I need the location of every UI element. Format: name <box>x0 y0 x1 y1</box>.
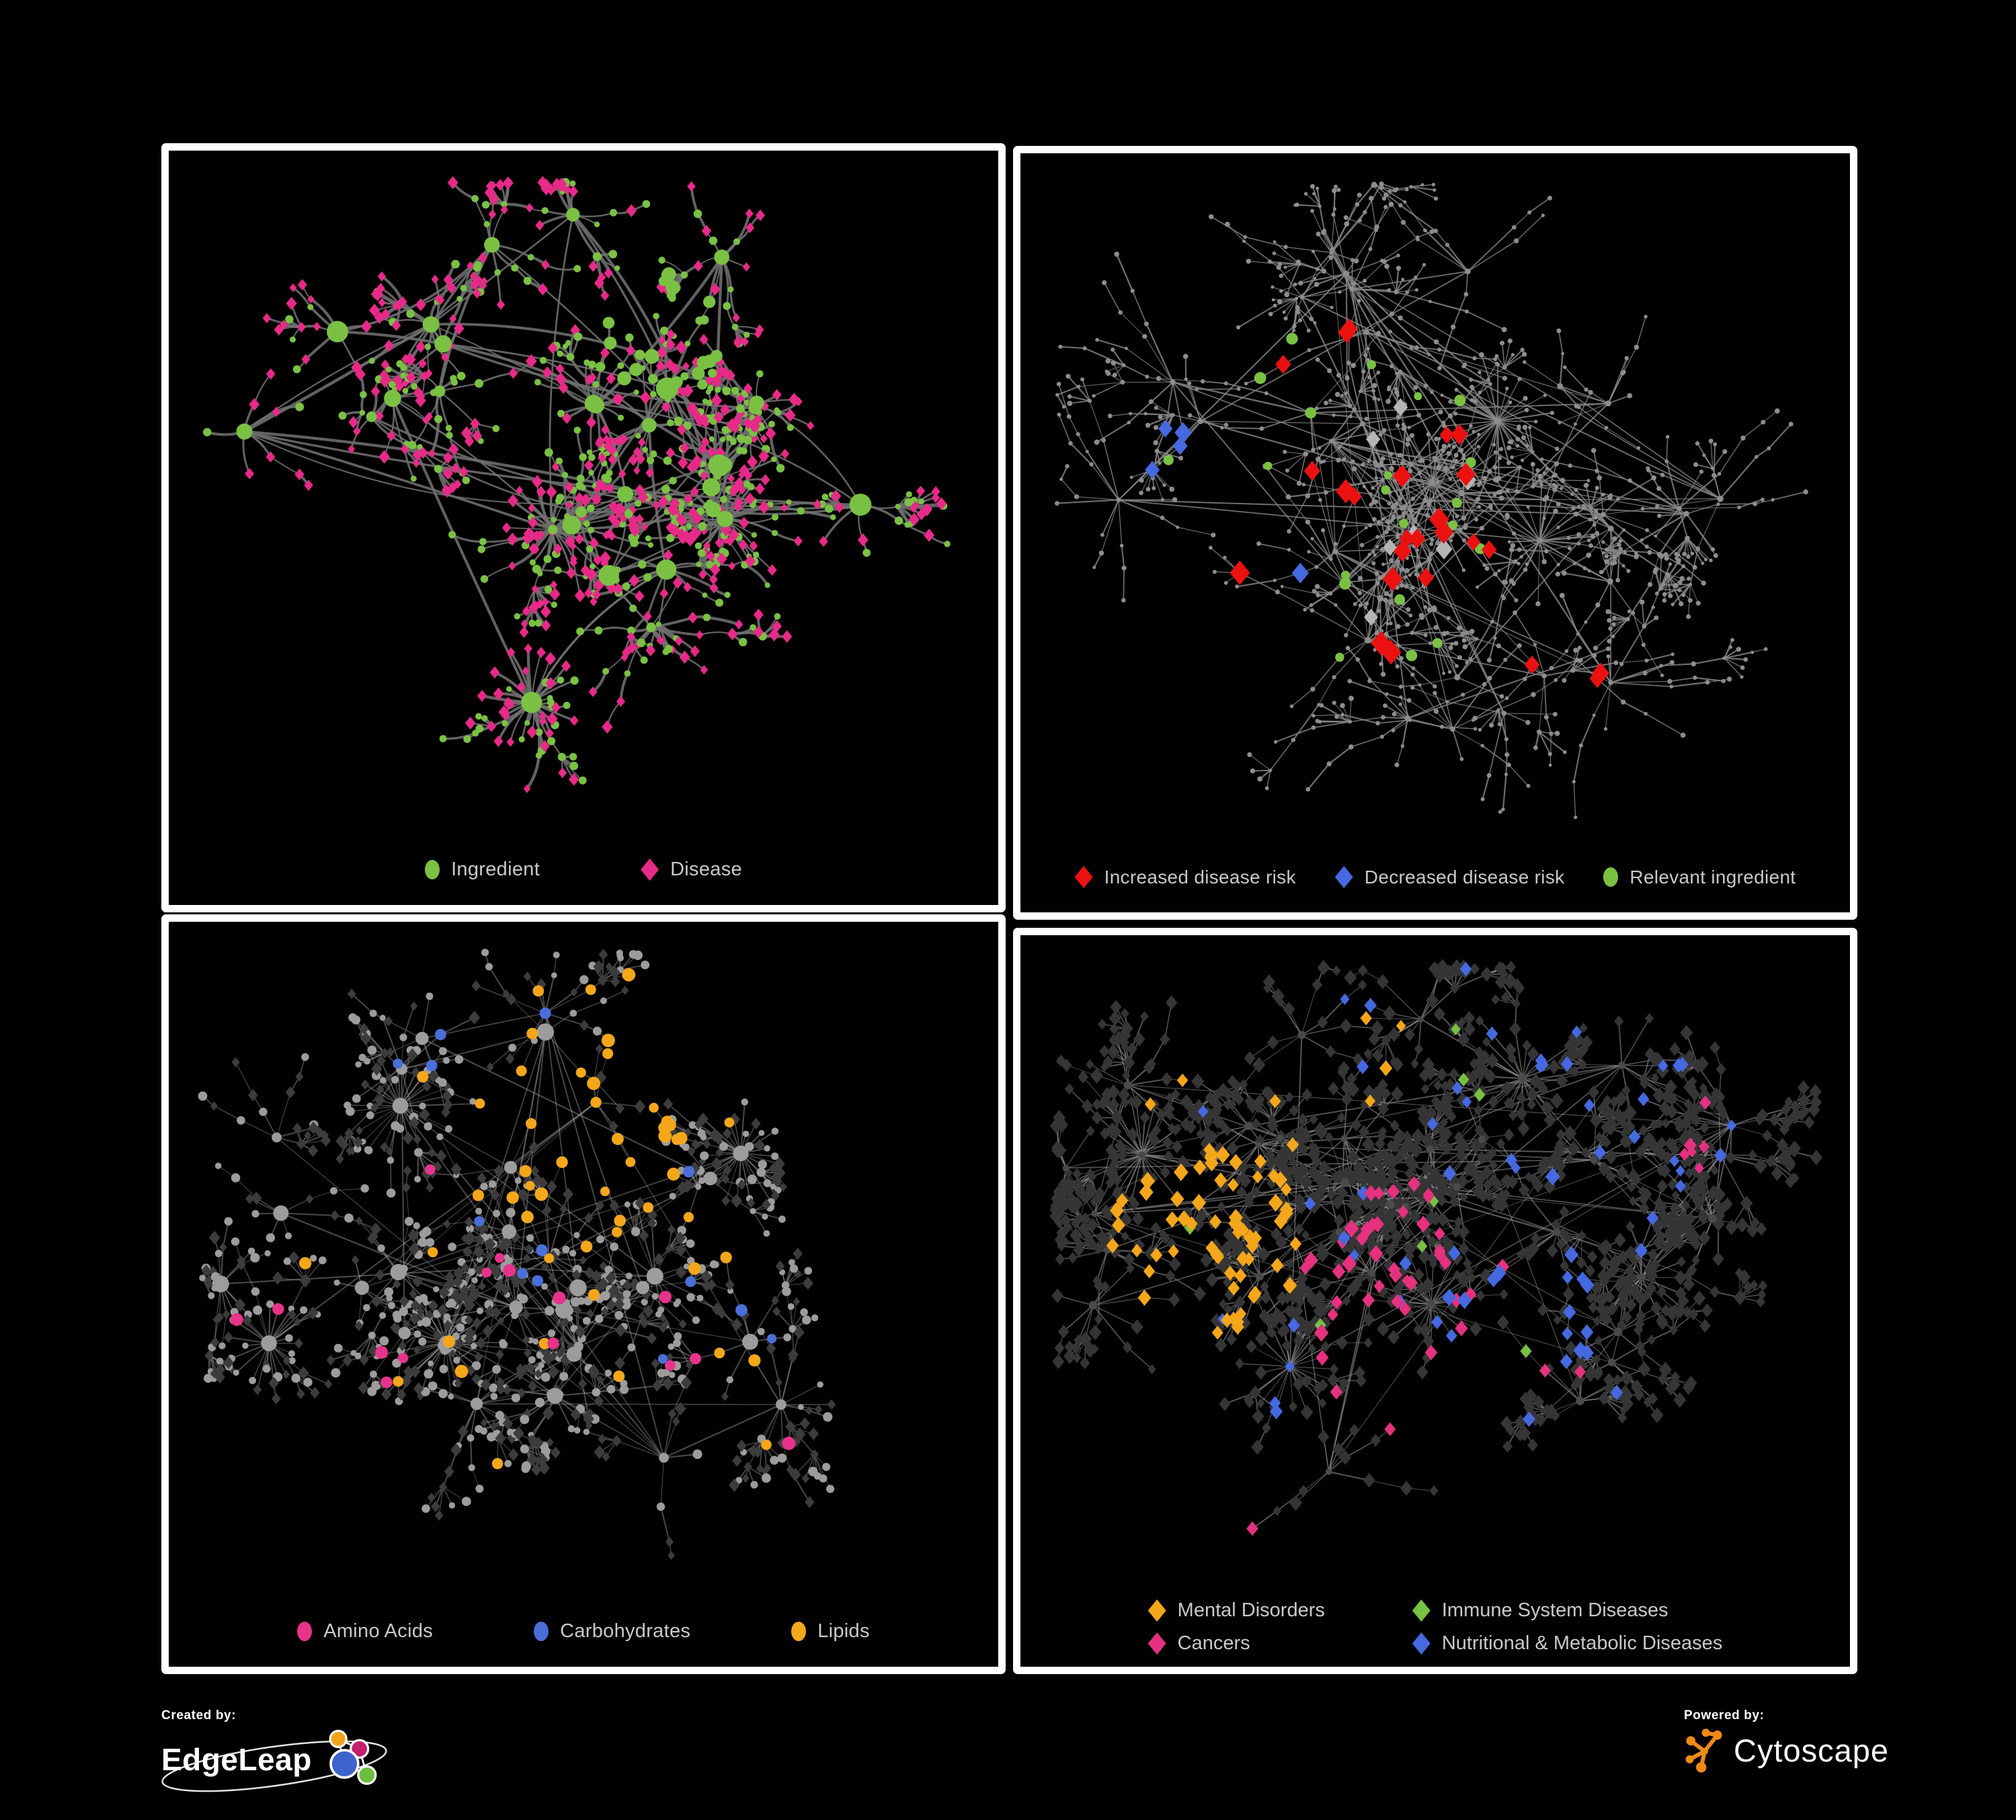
legend-item: Nutritional & Metabolic Diseases <box>1412 1632 1722 1655</box>
relevant-ingredient-swatch <box>1603 867 1619 887</box>
cancers-swatch <box>1147 1632 1166 1655</box>
edgeleap-wordmark: EdgeLeap <box>161 1742 312 1777</box>
legend-item: Lipids <box>791 1620 870 1643</box>
panel-ingredient-disease: Ingredient Disease <box>161 143 1006 912</box>
legend-label: Carbohydrates <box>560 1620 691 1642</box>
legend-label: Ingredient <box>451 859 540 880</box>
panel-disease-classes: Mental Disorders Immune System Diseases … <box>1013 928 1857 1674</box>
panel-disease-risk: Increased disease risk Decreased disease… <box>1013 146 1857 920</box>
lipids-swatch <box>791 1622 807 1641</box>
legend-item: Decreased disease risk <box>1334 866 1565 888</box>
legend-item: Cancers <box>1147 1632 1325 1655</box>
legend-item: Mental Disorders <box>1147 1599 1325 1622</box>
legend-label: Disease <box>670 859 742 880</box>
carbohydrates-swatch <box>534 1622 549 1641</box>
legend: Ingredient Disease <box>169 859 998 881</box>
powered-by-label: Powered by: <box>1684 1708 1765 1723</box>
legend-item: Increased disease risk <box>1074 866 1296 888</box>
legend-label: Cancers <box>1177 1632 1250 1654</box>
panel-nutrient-classes: Amino Acids Carbohydrates Lipids <box>161 914 1006 1674</box>
legend-label: Amino Acids <box>323 1620 434 1642</box>
legend-label: Lipids <box>817 1620 870 1642</box>
legend: Mental Disorders Immune System Diseases … <box>1020 1599 1850 1655</box>
legend: Amino Acids Carbohydrates Lipids <box>169 1620 998 1643</box>
legend-item: Amino Acids <box>297 1620 433 1643</box>
legend-item: Disease <box>641 859 742 881</box>
created-by-label: Created by: <box>161 1708 237 1723</box>
cytoscape-wordmark: Cytoscape <box>1734 1732 1890 1768</box>
cytoscape-network-icon <box>1685 1729 1722 1773</box>
nutritional-metabolic-swatch <box>1412 1632 1430 1655</box>
cytoscape-logo: Powered by: Cytoscape <box>1684 1708 1993 1809</box>
ingredient-swatch <box>425 860 440 879</box>
decreased-risk-swatch <box>1334 866 1353 888</box>
mental-disorders-swatch <box>1147 1599 1166 1622</box>
network-graph-nutrient-classes <box>198 949 836 1560</box>
network-graph-disease-classes <box>1049 959 1823 1536</box>
legend-label: Decreased disease risk <box>1364 866 1565 887</box>
legend-label: Increased disease risk <box>1104 866 1296 887</box>
amino-acids-swatch <box>297 1622 313 1641</box>
legend: Increased disease risk Decreased disease… <box>1020 866 1850 888</box>
legend-label: Nutritional & Metabolic Diseases <box>1441 1632 1723 1654</box>
legend-label: Immune System Diseases <box>1441 1599 1668 1621</box>
legend-label: Mental Disorders <box>1177 1599 1325 1621</box>
network-graph-ingredient-disease <box>203 175 951 793</box>
edgeleap-network-icon <box>329 1729 377 1785</box>
legend-item: Relevant ingredient <box>1603 867 1796 888</box>
disease-swatch <box>641 859 659 881</box>
legend-label: Relevant ingredient <box>1629 866 1796 887</box>
edgeleap-logo: Created by: EdgeLeap <box>161 1708 450 1809</box>
legend-item: Carbohydrates <box>534 1620 690 1643</box>
network-graph-disease-risk <box>1055 181 1808 820</box>
immune-diseases-swatch <box>1412 1599 1430 1622</box>
legend-item: Immune System Diseases <box>1412 1599 1722 1622</box>
legend-item: Ingredient <box>425 859 540 881</box>
increased-risk-swatch <box>1074 866 1093 888</box>
